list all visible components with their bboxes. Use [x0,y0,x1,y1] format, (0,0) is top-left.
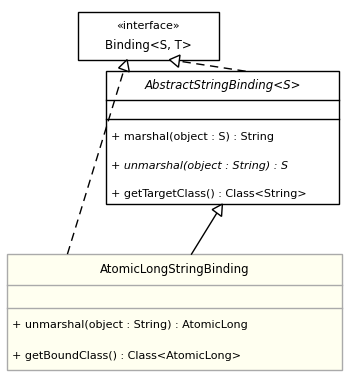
Text: AbstractStringBinding<S>: AbstractStringBinding<S> [144,79,301,92]
Text: AtomicLongStringBinding: AtomicLongStringBinding [100,263,250,276]
Polygon shape [119,60,129,72]
Text: + unmarshal(object : String) : AtomicLong: + unmarshal(object : String) : AtomicLon… [12,320,248,330]
Bar [78,12,219,60]
Polygon shape [169,55,180,67]
Bar [106,71,339,204]
Text: + unmarshal(object : String) : S: + unmarshal(object : String) : S [111,161,288,171]
Bar [7,254,342,370]
Text: + getBoundClass() : Class<AtomicLong>: + getBoundClass() : Class<AtomicLong> [12,351,241,361]
Polygon shape [212,204,222,216]
Text: + getTargetClass() : Class<String>: + getTargetClass() : Class<String> [111,189,307,199]
Text: + marshal(object : S) : String: + marshal(object : S) : String [111,132,274,142]
Text: Binding<S, T>: Binding<S, T> [105,39,192,52]
Text: «interface»: «interface» [116,21,180,31]
